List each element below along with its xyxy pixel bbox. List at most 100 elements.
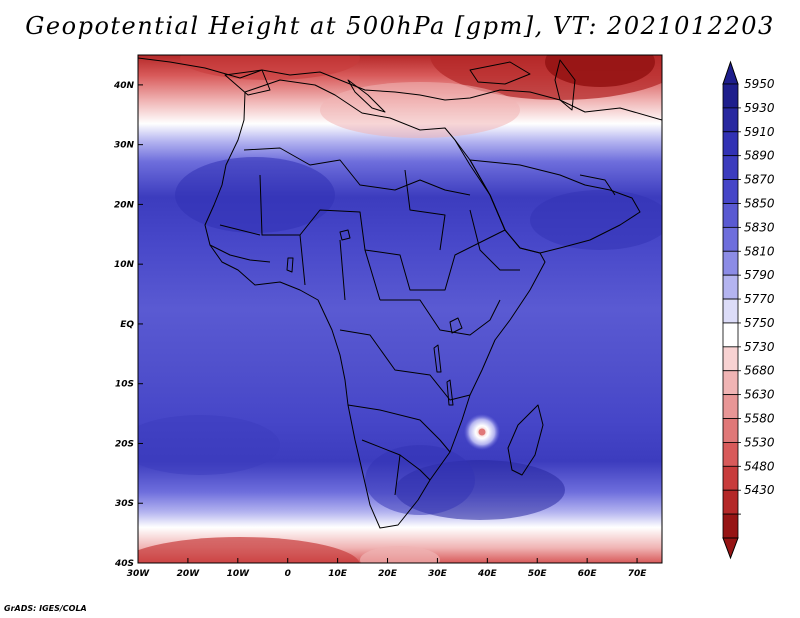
black-sea	[469, 61, 531, 85]
colorbar-swatch	[722, 418, 739, 443]
colorbar-swatch	[722, 394, 739, 419]
africa-coastline	[204, 79, 546, 529]
plot-frame	[137, 54, 663, 564]
colorbar-label: 5950	[744, 77, 775, 91]
lat-tick-label: 10S	[115, 380, 134, 390]
longitude-axis: 30W 20W 10W 0 10E 20E 30E 40E 50E 60E 70E	[127, 558, 647, 579]
caspian-sea	[554, 59, 576, 111]
colorbar-label: 5790	[744, 268, 775, 282]
lat-tick-label: 40N	[113, 81, 135, 91]
border-5	[339, 329, 471, 401]
lon-tick-label: 30E	[428, 569, 448, 579]
colorbar-swatch	[722, 155, 739, 180]
high-core-south-africa	[365, 445, 475, 515]
lon-tick-label: 10W	[227, 569, 251, 579]
latitude-axis: 40N 30N 20N 10N EQ 10S 20S 30S 40S	[113, 81, 143, 569]
southern-trough-center	[360, 546, 440, 563]
height-field	[138, 55, 662, 563]
colorbar-label: 5850	[744, 196, 775, 210]
colorbar-label: 5750	[744, 316, 775, 330]
lat-tick-label: 20N	[114, 200, 135, 210]
red-sea	[454, 139, 506, 231]
colorbar-swatch	[722, 322, 739, 348]
colorbar: 5950 5930 5910 5890 5870 5850 5830 5810 5790 5770…	[722, 60, 775, 560]
lon-tick-label: 20W	[177, 569, 201, 579]
italy	[347, 79, 386, 113]
colorbar-swatch	[722, 131, 739, 157]
colorbar-label: 5580	[744, 412, 775, 426]
coastlines-borders	[138, 57, 662, 529]
border-4	[380, 299, 501, 336]
colorbar-label: 5830	[744, 220, 775, 234]
lon-tick-label: 10E	[328, 569, 348, 579]
colorbar-swatch	[722, 274, 739, 300]
colorbar-swatch	[722, 465, 739, 491]
high-core-south-atlantic	[138, 415, 280, 475]
lake-malawi	[446, 379, 454, 406]
persian-gulf	[579, 174, 616, 196]
colorbar-swatch	[722, 298, 739, 324]
colorbar-swatch	[722, 226, 739, 252]
lake-victoria	[449, 317, 463, 334]
lat-tick-label: 10N	[114, 260, 135, 270]
border-3	[299, 234, 381, 301]
arabia-coastline	[469, 159, 641, 254]
colorbar-label: 5810	[744, 244, 775, 258]
lon-tick-label: 50E	[528, 569, 548, 579]
colorbar-swatch	[722, 83, 739, 109]
colorbar-label: 5480	[744, 459, 775, 473]
lake-tanganyika	[433, 344, 442, 373]
colorbar-swatch	[722, 250, 739, 276]
lat-tick-label: 40S	[114, 559, 134, 569]
lon-tick-label: 20E	[378, 569, 398, 579]
southern-trough-west	[138, 537, 360, 563]
iberia	[224, 69, 271, 96]
lat-tick-label: 30N	[114, 141, 135, 151]
colorbar-label: 5730	[744, 340, 775, 354]
colorbar-label: 5430	[744, 483, 775, 497]
trough-west	[180, 55, 360, 80]
high-core-arabia	[530, 190, 662, 250]
border-6	[347, 404, 451, 453]
colorbar-swatch	[722, 179, 739, 204]
colorbar-label: 5770	[744, 292, 775, 306]
colorbar-label: 5680	[744, 364, 775, 378]
colorbar-swatch	[722, 107, 739, 133]
border-7	[361, 439, 431, 496]
madagascar-coastline	[507, 404, 544, 476]
colorbar-swatch	[722, 513, 739, 539]
colorbar-label: 5530	[744, 435, 775, 449]
border-9	[209, 224, 271, 263]
lon-tick-label: 30W	[127, 569, 151, 579]
lat-tick-label: EQ	[120, 320, 134, 330]
colorbar-swatch	[722, 489, 739, 515]
colorbar-label: 5630	[744, 388, 775, 402]
colorbar-label: 5890	[744, 149, 775, 163]
chart-title: Geopotential Height at 500hPa [gpm], VT:…	[25, 12, 775, 40]
mozambique-low-core	[478, 428, 486, 436]
colorbar-swatch	[722, 346, 739, 372]
lat-tick-label: 30S	[115, 499, 134, 509]
colorbar-swatch	[722, 370, 739, 396]
lon-tick-label: 0	[285, 569, 291, 579]
lat-tick-label: 20S	[115, 439, 134, 449]
colorbar-label: 5910	[744, 125, 775, 139]
lon-tick-label: 40E	[477, 569, 498, 579]
colorbar-swatch	[722, 442, 739, 467]
colorbar-bottom-arrow	[722, 537, 739, 560]
credit-text: GrADS: IGES/COLA	[4, 604, 87, 613]
lake-volta	[286, 257, 294, 273]
border-8	[404, 169, 520, 271]
colorbar-label: 5870	[744, 173, 775, 187]
high-core-sahara	[175, 157, 335, 233]
colorbar-label: 5930	[744, 101, 775, 115]
lake-chad	[339, 229, 351, 241]
ridge-mediterranean	[320, 82, 520, 138]
border-1	[243, 147, 471, 196]
colorbar-top-arrow	[722, 60, 739, 85]
colorbar-swatch	[722, 203, 739, 228]
deep-trough-core	[545, 55, 655, 87]
lon-tick-label: 70E	[628, 569, 648, 579]
lon-tick-label: 60E	[578, 569, 598, 579]
